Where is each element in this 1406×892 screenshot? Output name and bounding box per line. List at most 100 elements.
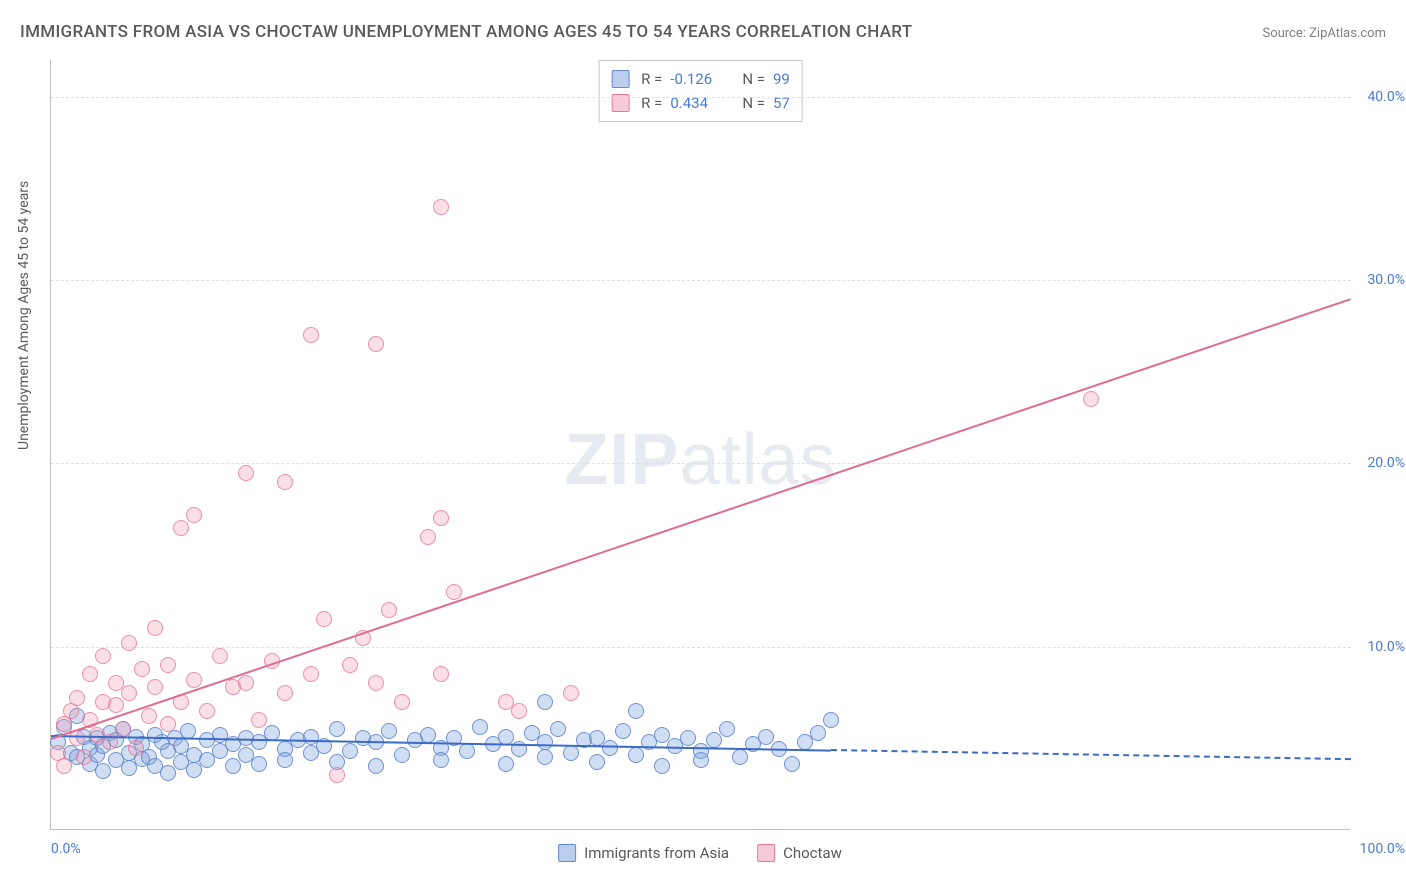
series-legend-item: Immigrants from Asia [558,844,729,862]
scatter-point-blue [537,734,553,750]
watermark: ZIPatlas [564,419,836,501]
scatter-point-pink [381,602,397,618]
r-label: R = [641,70,662,88]
scatter-point-pink [394,694,410,710]
scatter-point-pink [121,685,137,701]
scatter-point-blue [732,749,748,765]
plot-region: ZIPatlas R = -0.126 N = 99 R = 0.434 N =… [50,60,1350,830]
scatter-point-pink [303,666,319,682]
scatter-point-pink [141,708,157,724]
swatch-blue [611,70,629,88]
scatter-point-pink [433,199,449,215]
scatter-point-pink [199,703,215,719]
scatter-point-blue [693,752,709,768]
scatter-point-pink [147,679,163,695]
scatter-point-pink [186,672,202,688]
scatter-point-pink [433,510,449,526]
scatter-point-pink [82,666,98,682]
y-tick-label: 20.0% [1367,455,1405,471]
scatter-point-blue [394,747,410,763]
watermark-light: atlas [679,420,836,500]
scatter-point-pink [342,657,358,673]
scatter-point-blue [680,730,696,746]
scatter-point-pink [563,685,579,701]
series-legend-label: Immigrants from Asia [584,844,729,862]
scatter-point-blue [537,694,553,710]
scatter-point-pink [368,336,384,352]
scatter-point-blue [381,723,397,739]
scatter-point-blue [433,752,449,768]
scatter-point-blue [719,721,735,737]
scatter-point-blue [251,756,267,772]
scatter-point-blue [615,723,631,739]
trend-line-pink [51,298,1352,740]
scatter-point-blue [550,721,566,737]
y-tick-label: 10.0% [1367,639,1405,655]
swatch-pink [757,844,775,862]
scatter-point-blue [589,754,605,770]
trend-line-blue-extrapolated [831,749,1351,760]
scatter-point-pink [173,520,189,536]
scatter-point-pink [238,465,254,481]
correlation-legend: R = -0.126 N = 99 R = 0.434 N = 57 [598,60,803,122]
scatter-point-blue [758,729,774,745]
scatter-point-pink [446,584,462,600]
scatter-point-blue [368,758,384,774]
scatter-point-blue [459,743,475,759]
scatter-point-pink [76,749,92,765]
series-legend: Immigrants from Asia Choctaw [558,844,842,862]
source-attribution: Source: ZipAtlas.com [1262,26,1386,41]
scatter-point-blue [329,721,345,737]
scatter-point-blue [563,745,579,761]
swatch-blue [558,844,576,862]
scatter-point-pink [186,507,202,523]
r-value-blue: -0.126 [670,70,722,88]
scatter-point-pink [121,635,137,651]
scatter-point-pink [433,666,449,682]
watermark-bold: ZIP [564,420,679,500]
scatter-point-pink [303,327,319,343]
scatter-point-pink [69,690,85,706]
y-axis-label: Unemployment Among Ages 45 to 54 years [16,181,32,450]
y-tick-label: 30.0% [1367,272,1405,288]
scatter-point-blue [225,758,241,774]
scatter-point-pink [115,721,131,737]
scatter-point-blue [160,765,176,781]
scatter-point-blue [810,725,826,741]
correlation-legend-row: R = 0.434 N = 57 [611,91,790,115]
n-value-blue: 99 [773,70,790,88]
scatter-point-pink [160,657,176,673]
scatter-point-blue [628,747,644,763]
correlation-legend-row: R = -0.126 N = 99 [611,67,790,91]
scatter-point-pink [147,620,163,636]
scatter-point-blue [277,752,293,768]
gridline [51,280,1351,281]
scatter-point-pink [368,675,384,691]
scatter-point-pink [238,675,254,691]
scatter-point-pink [277,685,293,701]
scatter-point-blue [498,756,514,772]
scatter-point-pink [95,648,111,664]
scatter-point-pink [316,611,332,627]
scatter-point-pink [277,474,293,490]
scatter-point-blue [537,749,553,765]
scatter-point-blue [472,719,488,735]
scatter-point-pink [134,661,150,677]
scatter-point-pink [108,697,124,713]
x-tick-label-max: 100.0% [1360,841,1405,857]
chart-title: IMMIGRANTS FROM ASIA VS CHOCTAW UNEMPLOY… [20,22,912,42]
scatter-point-pink [160,716,176,732]
scatter-point-blue [628,703,644,719]
scatter-point-blue [706,732,722,748]
scatter-point-pink [128,740,144,756]
n-label: N = [742,70,765,88]
scatter-point-pink [511,703,527,719]
scatter-point-blue [342,743,358,759]
scatter-point-blue [784,756,800,772]
scatter-point-blue [823,712,839,728]
scatter-point-pink [56,758,72,774]
series-legend-item: Choctaw [757,844,842,862]
scatter-point-pink [212,648,228,664]
y-tick-label: 40.0% [1367,89,1405,105]
gridline [51,97,1351,98]
